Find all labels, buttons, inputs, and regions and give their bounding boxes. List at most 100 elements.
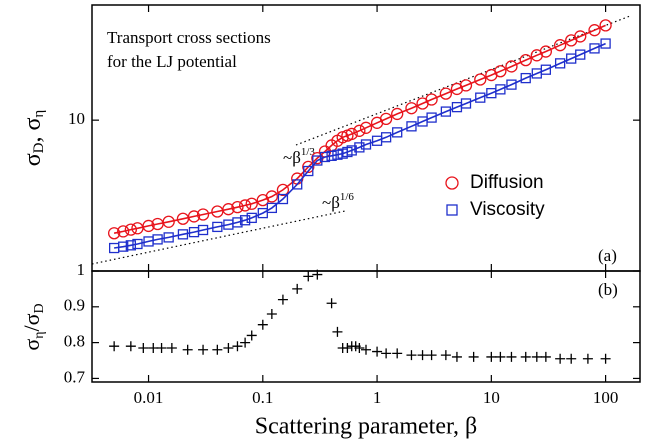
data-point — [246, 330, 257, 341]
panel-label: (b) — [598, 280, 618, 299]
annotation: Transport cross sections — [107, 28, 271, 47]
data-point — [223, 342, 234, 353]
data-point — [125, 240, 136, 251]
data-point — [589, 43, 600, 54]
y-tick-label: 0.7 — [64, 367, 86, 386]
guide-line — [91, 210, 346, 265]
data-point — [222, 203, 235, 216]
data-point — [540, 64, 552, 75]
x-tick-label: 10 — [483, 388, 500, 407]
data-point — [231, 201, 244, 214]
data-point — [417, 350, 428, 361]
slope-text: ~β — [322, 193, 340, 212]
legend-label: Viscosity — [470, 199, 545, 220]
data-point — [326, 150, 337, 161]
data-point — [162, 215, 175, 228]
y-tick-label: 0.8 — [64, 332, 85, 351]
data-point — [246, 212, 257, 224]
data-point — [391, 107, 404, 121]
data-point — [520, 351, 531, 362]
data-point — [360, 139, 372, 150]
data-point — [156, 342, 167, 353]
data-point — [292, 179, 303, 190]
data-point — [566, 353, 577, 364]
data-point — [196, 208, 210, 221]
data-point — [212, 221, 223, 233]
y-tick-label: 10 — [68, 109, 85, 128]
label-part: /σ — [19, 313, 44, 331]
label-sub: D — [31, 142, 47, 153]
data-point — [353, 124, 366, 137]
data-point — [372, 346, 383, 357]
data-point — [292, 283, 303, 294]
data-point — [468, 351, 479, 362]
data-point — [138, 342, 149, 353]
data-point — [257, 319, 268, 330]
data-point — [440, 350, 451, 361]
label-part: σ — [19, 339, 44, 351]
data-point — [359, 121, 373, 134]
data-point — [505, 60, 518, 73]
data-point — [276, 183, 290, 197]
data-point — [494, 65, 507, 78]
data-point — [332, 326, 343, 337]
data-point — [152, 234, 163, 245]
data-point — [245, 197, 258, 210]
data-point — [600, 353, 611, 364]
data-point — [495, 84, 506, 95]
label-part: σ — [20, 153, 46, 166]
y-axis-label: σD, ση — [20, 110, 48, 167]
data-point — [107, 227, 121, 240]
data-point — [554, 58, 566, 69]
data-point — [486, 351, 497, 362]
data-point — [381, 348, 392, 359]
data-point — [519, 53, 532, 67]
data-point — [303, 271, 314, 282]
data-point — [117, 225, 130, 238]
series-line — [113, 42, 606, 249]
data-point — [266, 202, 278, 214]
data-point — [474, 73, 487, 86]
data-point — [574, 30, 587, 43]
legend-marker — [445, 176, 459, 190]
data-point — [392, 127, 403, 138]
data-point — [187, 210, 201, 223]
data-point — [506, 79, 517, 90]
data-point — [197, 224, 209, 236]
slope-exp: 1/3 — [301, 146, 316, 158]
data-point — [440, 106, 452, 117]
data-point — [240, 337, 251, 348]
panel-label: (a) — [598, 246, 617, 265]
data-point — [232, 341, 243, 352]
data-point — [475, 92, 486, 103]
data-point — [426, 112, 437, 123]
data-point — [239, 215, 251, 226]
data-point — [118, 241, 129, 252]
x-tick-label: 0.1 — [252, 388, 273, 407]
data-point — [163, 232, 174, 243]
slope-text: ~β — [283, 148, 301, 167]
data-point — [312, 269, 323, 280]
x-tick-label: 1 — [373, 388, 382, 407]
data-point — [109, 341, 120, 352]
data-point — [575, 49, 586, 60]
data-point — [406, 350, 417, 361]
data-point — [177, 229, 189, 240]
data-point — [451, 351, 462, 362]
data-point — [460, 98, 472, 109]
data-point — [520, 72, 531, 84]
data-point — [212, 344, 223, 355]
data-point — [326, 298, 337, 309]
data-point — [342, 342, 353, 353]
data-point — [266, 308, 277, 319]
data-point — [459, 79, 473, 92]
data-point — [380, 132, 392, 143]
data-point — [506, 351, 517, 362]
data-point — [539, 45, 553, 58]
label-sub: η — [32, 331, 47, 338]
data-point — [555, 353, 566, 364]
data-point — [425, 93, 438, 106]
x-tick-label: 0.01 — [134, 388, 164, 407]
slope-label: ~β1/3 — [283, 146, 315, 167]
label-sub: η — [31, 110, 47, 118]
